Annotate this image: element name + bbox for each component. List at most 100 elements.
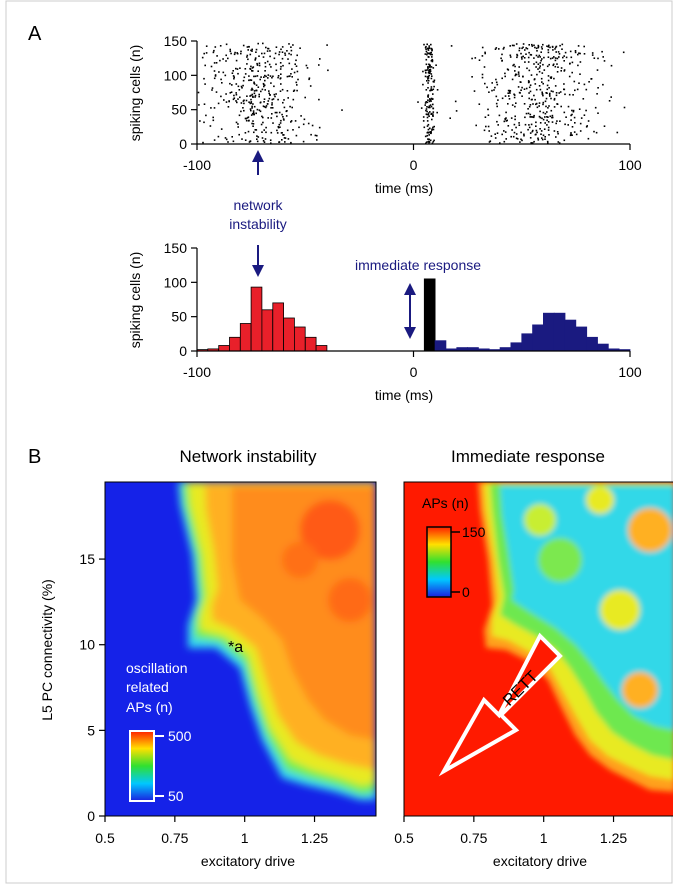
raster-spike [529, 137, 532, 139]
raster-spike [251, 107, 253, 109]
raster-spike [426, 52, 429, 54]
raster-spike [487, 108, 489, 111]
raster-spike [551, 116, 554, 119]
raster-spike [430, 86, 433, 88]
raster-spike [430, 131, 432, 133]
raster-spike [450, 45, 453, 47]
raster-spike [556, 131, 559, 133]
raster-spike [546, 119, 548, 122]
raster-spike [214, 46, 217, 48]
raster-spike [555, 122, 557, 125]
raster-spike [255, 89, 258, 92]
raster-spike [293, 89, 296, 92]
raster-spike [567, 124, 569, 126]
raster-spike [214, 75, 217, 77]
raster-spike [501, 53, 503, 56]
raster-spike [597, 87, 599, 89]
raster-spike [220, 78, 222, 81]
raster-spike [556, 71, 559, 73]
raster-spike [231, 84, 233, 86]
raster-spike [535, 103, 537, 106]
raster-spike [481, 76, 484, 79]
raster-spike [246, 117, 249, 119]
heatmap-x-tick-label: 0.75 [161, 830, 188, 846]
raster-spike [253, 113, 255, 116]
raster-spike [536, 106, 539, 109]
immediate-response-label: immediate response [355, 257, 481, 273]
raster-spike [218, 71, 220, 73]
raster-spike [432, 113, 434, 115]
heatmap-y-tick-label: 0 [87, 808, 95, 824]
raster-spike [291, 76, 293, 78]
raster-spike [284, 54, 287, 56]
raster-spike [511, 78, 514, 81]
raster-spike [542, 118, 545, 121]
raster-spike [298, 126, 300, 129]
raster-spike [517, 71, 520, 73]
raster-spike [265, 131, 267, 134]
raster-spike [283, 119, 285, 121]
raster-spike [541, 93, 544, 95]
raster-spike [574, 122, 576, 124]
raster-spike [505, 117, 507, 119]
raster-spike [537, 63, 540, 65]
raster-spike [527, 81, 530, 84]
raster-spike [264, 89, 266, 91]
raster-spike [432, 93, 434, 95]
raster-spike [278, 111, 281, 114]
raster-spike [267, 47, 270, 50]
raster-spike [201, 56, 204, 59]
raster-spike [432, 128, 435, 131]
raster-spike [295, 81, 298, 84]
raster-spike [425, 48, 427, 50]
raster-spike [233, 53, 236, 56]
raster-spike [542, 111, 545, 114]
raster-spike [433, 85, 435, 88]
raster-spike [265, 106, 267, 109]
raster-spike [252, 123, 255, 125]
raster-spike [537, 68, 539, 70]
raster-spike [546, 116, 548, 118]
raster-spike [530, 98, 533, 101]
raster-spike [521, 95, 523, 97]
raster-spike [513, 131, 516, 134]
raster-spike [507, 92, 509, 94]
raster-spike [213, 139, 216, 141]
raster-spike [427, 106, 430, 109]
raster-spike [286, 129, 289, 132]
raster-spike [427, 112, 430, 114]
raster-spike [242, 100, 245, 102]
raster-spike [204, 83, 206, 85]
raster-spike [542, 94, 544, 97]
raster-spike [250, 79, 253, 81]
raster-spike [240, 50, 242, 53]
raster-spike [501, 133, 503, 136]
raster-spike [427, 94, 430, 96]
raster-spike [280, 119, 282, 122]
raster-spike [284, 137, 287, 139]
raster-spike [523, 134, 525, 137]
raster-spike [574, 51, 577, 54]
raster-spike [235, 59, 238, 62]
raster-spike [557, 66, 559, 68]
raster-spike [202, 141, 204, 144]
raster-spike [552, 49, 554, 51]
raster-spike [294, 63, 296, 65]
raster-spike [499, 142, 501, 144]
raster-spike [426, 80, 428, 82]
raster-spike [290, 53, 292, 56]
raster-spike [535, 121, 537, 124]
raster-spike [622, 51, 625, 54]
raster-spike [521, 47, 523, 50]
raster-spike [258, 95, 260, 98]
raster-spike [250, 94, 252, 97]
raster-spike [574, 89, 576, 92]
raster-spike [203, 103, 206, 105]
raster-spike [249, 79, 252, 81]
raster-spike [262, 42, 264, 45]
raster-spike [280, 83, 282, 85]
raster-spike [494, 48, 497, 50]
raster-spike [536, 50, 538, 52]
raster-spike [224, 137, 227, 139]
raster-spike [250, 114, 253, 116]
